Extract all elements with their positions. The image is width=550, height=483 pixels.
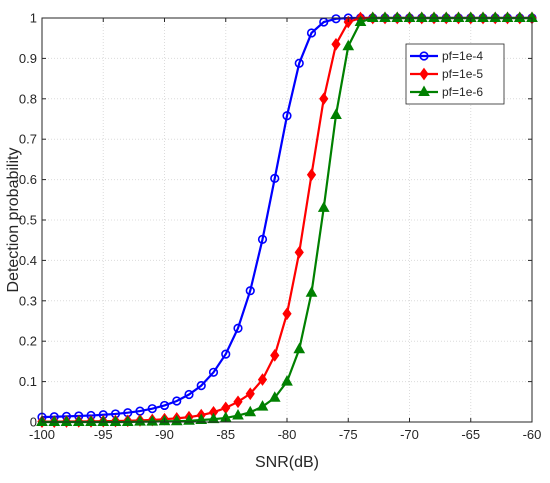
- data-point: [134, 415, 146, 426]
- data-point: [452, 11, 465, 22]
- x-tick-label: -75: [339, 427, 358, 442]
- data-point: [282, 307, 292, 321]
- data-point: [146, 415, 159, 426]
- data-point: [501, 11, 514, 22]
- y-tick-label: 0.9: [19, 51, 37, 66]
- data-point: [208, 367, 219, 377]
- data-point: [319, 92, 329, 106]
- data-point: [294, 245, 304, 259]
- data-point: [245, 286, 255, 296]
- legend-label: pf=1e-5: [442, 67, 483, 81]
- data-point: [121, 415, 134, 426]
- data-point: [233, 323, 243, 333]
- data-point: [195, 413, 208, 424]
- data-point: [366, 11, 379, 22]
- data-point: [391, 11, 404, 22]
- data-point: [489, 11, 502, 22]
- legend-label: pf=1e-6: [442, 85, 483, 99]
- y-tick-label: 0.1: [19, 374, 37, 389]
- data-point: [196, 381, 206, 391]
- x-tick-label: -95: [94, 427, 113, 442]
- y-tick-label: 0.5: [19, 213, 37, 228]
- data-point: [109, 415, 122, 426]
- data-point: [232, 409, 244, 420]
- x-tick-label: -90: [155, 427, 174, 442]
- data-point: [306, 168, 317, 182]
- x-tick-label: -85: [216, 427, 235, 442]
- x-tick-label: -65: [461, 427, 480, 442]
- y-tick-label: 0.3: [19, 293, 37, 308]
- data-point: [513, 11, 526, 22]
- data-point: [270, 173, 280, 183]
- legend-marker: [419, 67, 429, 81]
- legend-marker: [419, 51, 429, 61]
- data-point: [172, 396, 182, 406]
- data-point: [342, 39, 355, 51]
- y-tick-label: 0.8: [19, 91, 37, 106]
- data-point: [60, 415, 73, 426]
- data-point: [379, 11, 391, 22]
- data-point: [270, 348, 280, 362]
- x-axis-label: SNR(dB): [255, 454, 319, 471]
- data-point: [184, 389, 194, 400]
- data-point: [305, 286, 318, 297]
- data-point: [293, 342, 306, 354]
- data-point: [257, 373, 268, 386]
- y-tick-label: 0.4: [19, 253, 37, 268]
- y-tick-label: 0.2: [19, 334, 37, 349]
- data-point: [268, 391, 281, 402]
- data-point: [72, 415, 85, 426]
- data-point: [317, 201, 330, 212]
- data-point: [256, 400, 269, 411]
- y-axis-label: Detection probability: [5, 148, 22, 293]
- x-tick-label: -60: [523, 427, 542, 442]
- data-point: [330, 108, 342, 119]
- data-point: [221, 349, 231, 359]
- data-point: [257, 234, 268, 244]
- data-point: [306, 28, 317, 38]
- data-point: [48, 415, 61, 426]
- y-tick-label: 0: [30, 415, 37, 430]
- data-point: [207, 412, 220, 424]
- data-point: [440, 11, 453, 22]
- data-point: [245, 387, 255, 401]
- legend-marker: [418, 85, 430, 96]
- legend-label: pf=1e-4: [442, 49, 483, 63]
- data-point: [331, 14, 341, 24]
- data-point: [294, 58, 304, 68]
- data-point: [343, 15, 353, 29]
- legend: pf=1e-4 pf=1e-5 pf=1e-6: [405, 43, 505, 105]
- data-point: [159, 400, 170, 411]
- y-tick-label: 0.6: [19, 172, 37, 187]
- data-point: [85, 415, 97, 426]
- x-tick-label: -100: [29, 427, 55, 442]
- data-point: [244, 405, 257, 417]
- data-point: [428, 11, 440, 22]
- x-tick-label: -80: [278, 427, 297, 442]
- data-point: [354, 15, 367, 27]
- data-point: [233, 395, 243, 409]
- data-point: [147, 404, 157, 414]
- data-point: [415, 11, 428, 22]
- y-tick-layer: 0 0.1 0.2 0.3 0.4 0.5 0.6 0.7 0.8 0.9 1: [19, 11, 532, 430]
- data-point: [477, 11, 489, 22]
- data-point: [331, 37, 341, 51]
- y-tick-label: 1: [30, 11, 37, 26]
- x-tick-layer: -100 -95 -90 -85 -80 -75 -70 -65 -60: [29, 18, 541, 442]
- y-tick-label: 0.7: [19, 132, 37, 147]
- data-point: [281, 375, 293, 386]
- series-layer: [36, 11, 538, 428]
- data-point: [282, 111, 292, 121]
- x-tick-label: -70: [400, 427, 419, 442]
